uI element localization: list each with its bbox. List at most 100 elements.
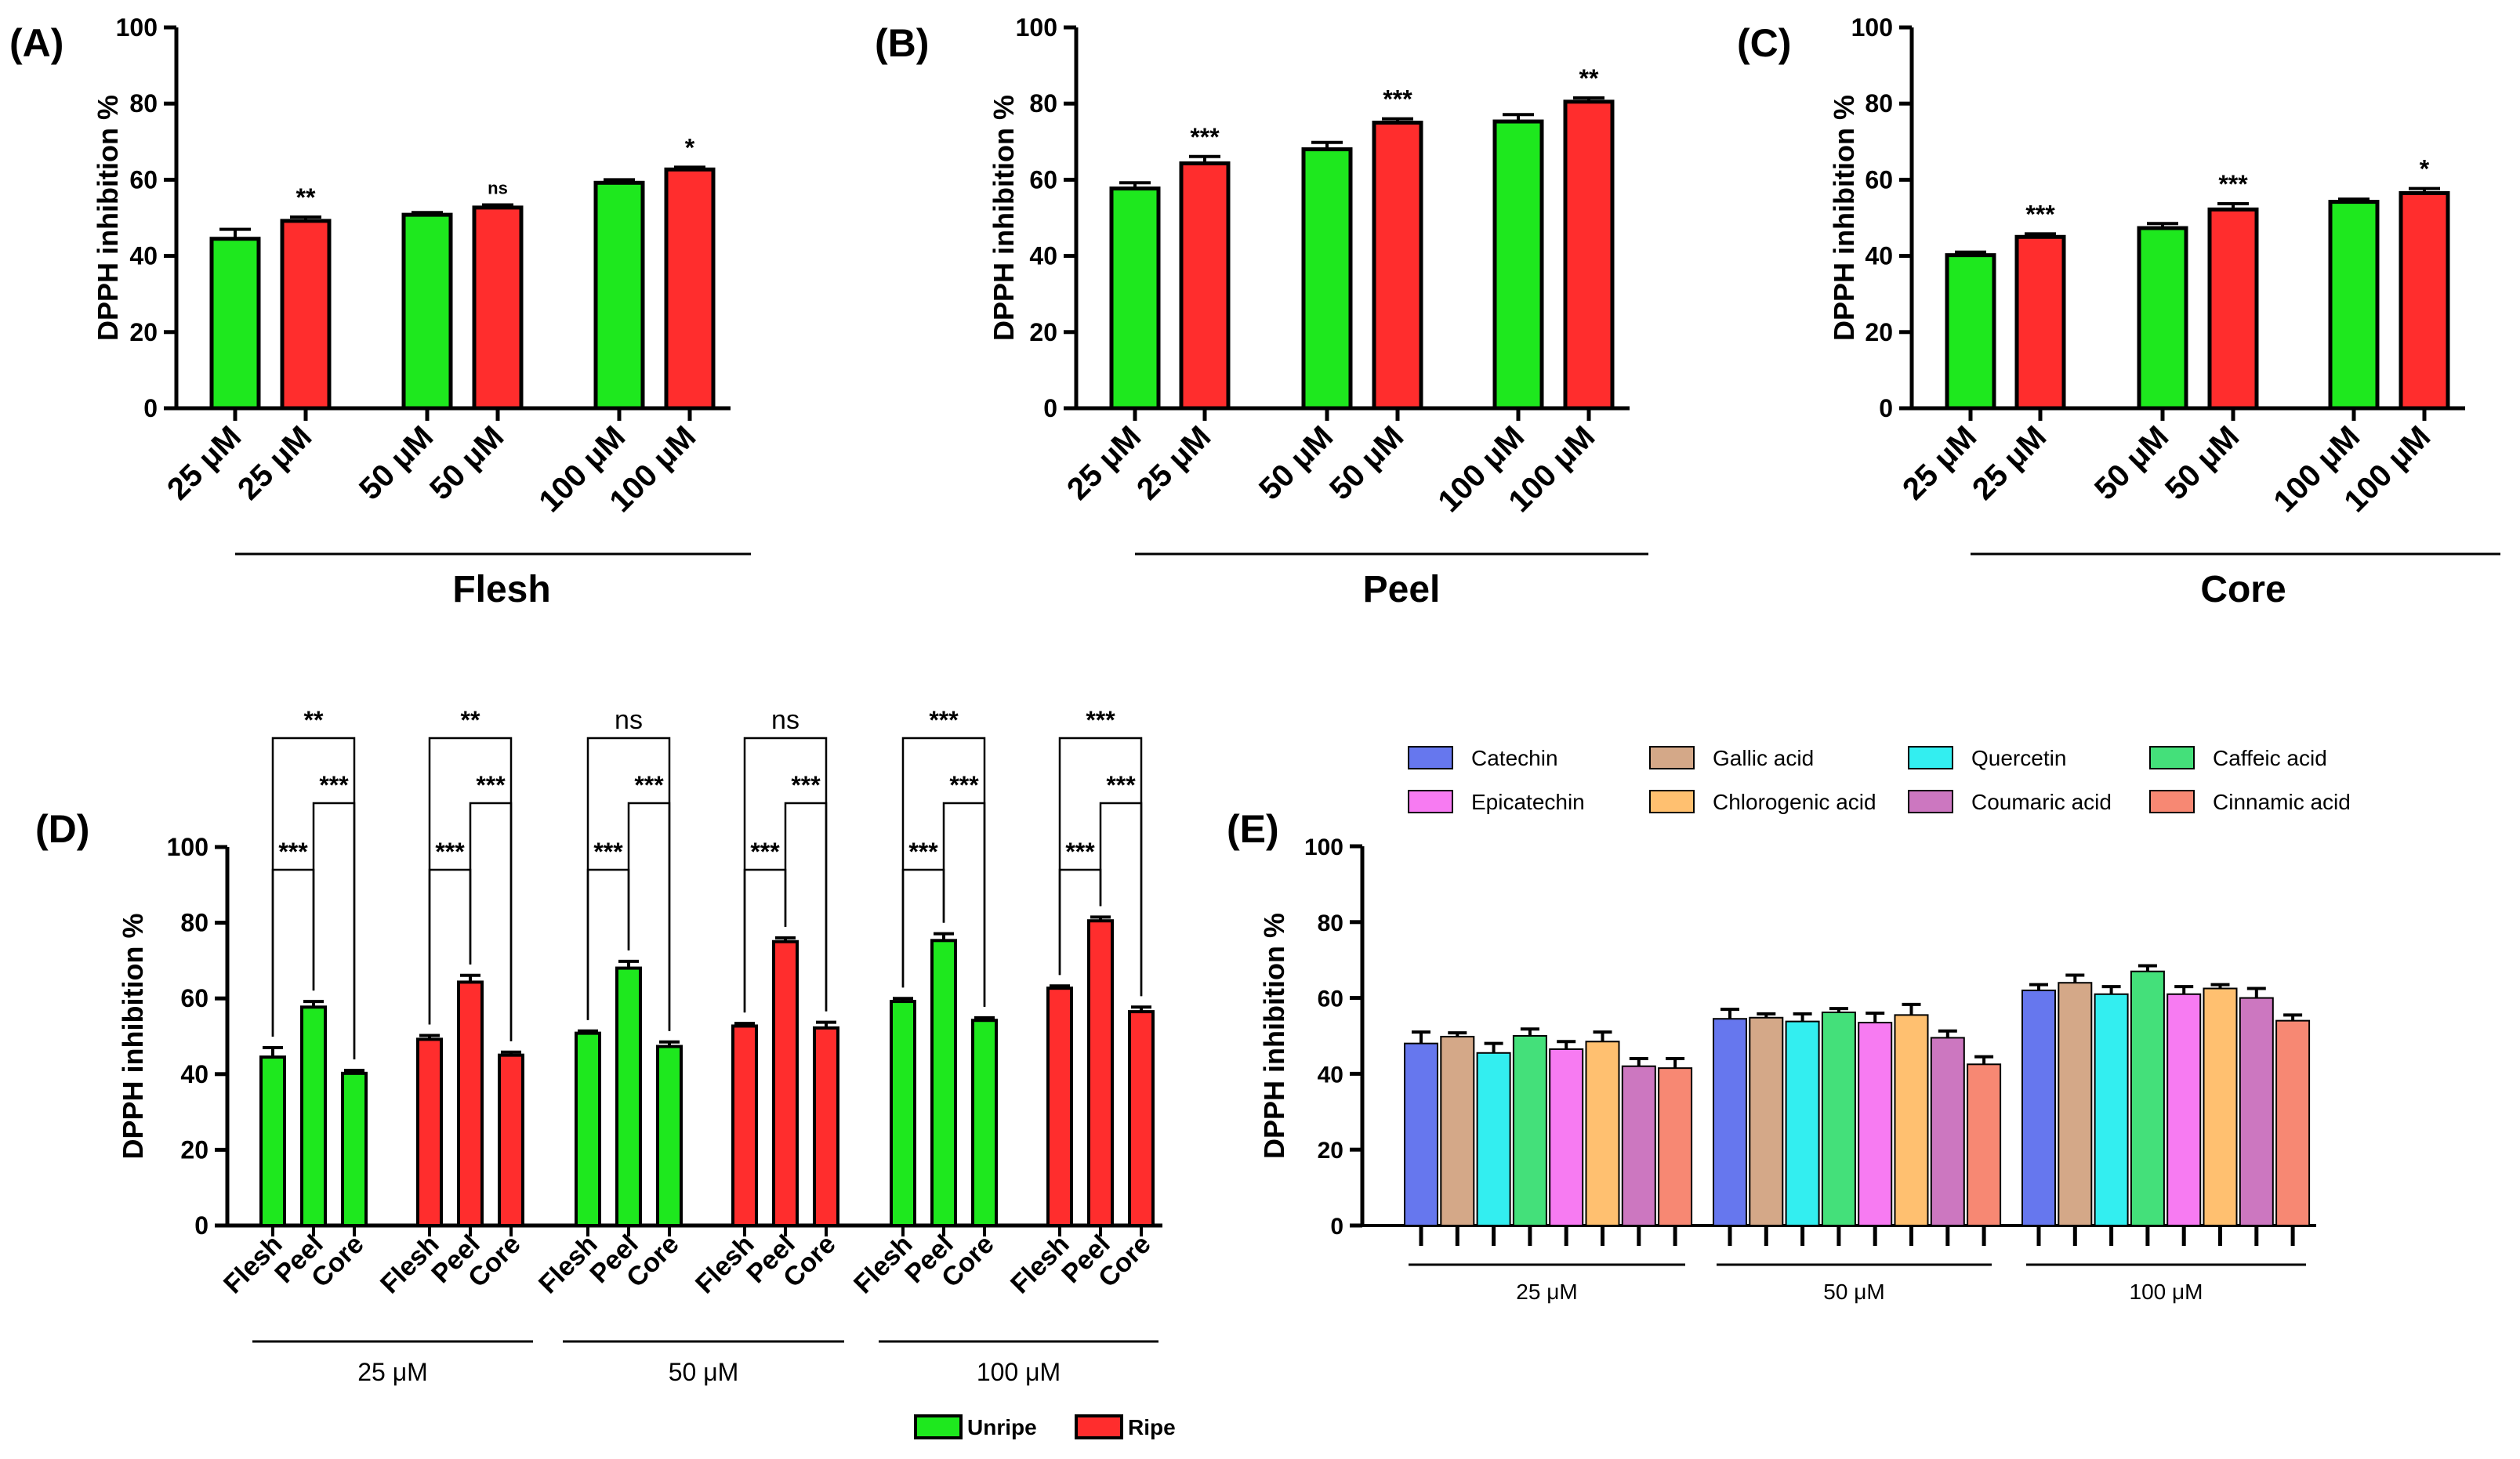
panel-d-bracket-flesh-core-line [271, 737, 356, 1059]
panel-c-error-bar [2217, 202, 2249, 210]
panel-d-bar [1128, 1010, 1155, 1227]
panel-d-error-bar [263, 1045, 283, 1058]
panel-e-error-bar [2246, 987, 2266, 998]
panel-b-error-bar [1503, 113, 1534, 122]
panel-e-bar [1658, 1067, 1693, 1227]
panel-e-bar [2094, 993, 2129, 1226]
panel-d-error-bar [816, 1020, 836, 1028]
panel-e-y-tick-label: 0 [1330, 1214, 1343, 1240]
panel-d-legend-label: Ripe [1128, 1415, 1176, 1439]
panel-e-legend-label: Quercetin [1971, 746, 2066, 770]
panel-e-legend-swatch [1649, 746, 1695, 769]
panel-e-legend-swatch [2149, 746, 2195, 769]
panel-c-bar [2399, 190, 2450, 411]
panel-e-bar [2166, 993, 2202, 1226]
panel-a-y-tick-label: 60 [129, 165, 158, 194]
panel-d-error-bar [893, 997, 913, 1002]
panel-d-bracket-flesh-core-label: ns [615, 705, 643, 735]
panel-d-error-bar [734, 1022, 755, 1026]
panel-d-y-tick-label: 100 [167, 833, 208, 861]
panel-e-error-bar [2137, 964, 2157, 972]
panel-c-y-tick-label: 40 [1865, 242, 1893, 270]
panel-d-bracket-flesh-core-label: *** [1086, 706, 1115, 734]
panel-c-significance: *** [2218, 170, 2248, 198]
panel-e-y-tick-label: 20 [1318, 1138, 1343, 1164]
panel-b-x-label: 50 μM [1323, 419, 1410, 506]
panel-d-error-bar [1050, 984, 1070, 989]
panel-e-error-bar [1448, 1031, 1467, 1037]
panel-b-x-label: 50 μM [1253, 419, 1340, 506]
panel-b-significance: ** [1579, 64, 1599, 92]
panel-e-error-bar [1629, 1057, 1648, 1066]
panel-d-bar [813, 1026, 839, 1228]
panel-d-bar [300, 1005, 327, 1227]
panel-d-bracket-flesh-peel-label: *** [593, 838, 623, 866]
panel-d-bar [498, 1053, 524, 1228]
panel-d-bar [731, 1024, 758, 1227]
panel-b-label: (B) [875, 21, 929, 65]
panel-a-x-label: 25 μM [231, 419, 318, 506]
panel-d-error-bar [934, 932, 954, 941]
panel-b-bar [1109, 186, 1161, 411]
panel-d-error-bar [303, 1000, 324, 1008]
panel-e-bar [1404, 1042, 1438, 1227]
panel-d-bar [341, 1071, 368, 1227]
panel-e-legend-swatch [1649, 790, 1695, 813]
panel-c-y-tick-label: 80 [1865, 89, 1893, 118]
panel-c-x-label: 50 μM [2159, 419, 2246, 506]
panel-e-bar [1549, 1048, 1584, 1226]
panel-d-error-bar [775, 936, 796, 942]
panel-d-bracket-flesh-core-line [901, 737, 986, 1007]
panel-d-error-bar [501, 1050, 521, 1055]
panel-e-legend-label: Catechin [1471, 746, 1558, 770]
panel-e-error-bar [1520, 1027, 1539, 1036]
panel-e-y-axis-label: DPPH inhibition % [1258, 913, 1290, 1159]
panel-e-error-bar [1866, 1011, 1885, 1023]
panel-a-significance: ns [488, 178, 508, 197]
panel-e-error-bar [1829, 1007, 1848, 1012]
panel-a-group-label: Flesh [452, 569, 550, 610]
panel-e-group-label: 25 μM [1516, 1280, 1577, 1304]
panel-c-significance: * [2420, 155, 2430, 183]
panel-a-significance: * [685, 133, 695, 161]
panel-b-bar [1372, 121, 1423, 411]
panel-e-legend-label: Gallic acid [1713, 746, 1814, 770]
panel-c-y-axis-label: DPPH inhibition % [1828, 95, 1860, 341]
panel-e-bar [2058, 982, 2093, 1226]
panel-e-error-bar [2029, 983, 2048, 990]
panel-a-bar [472, 205, 524, 411]
panel-d-group-label: 25 μM [357, 1358, 428, 1386]
panel-d-bracket-peel-core-label: *** [634, 771, 664, 799]
panel-e-error-bar [2174, 985, 2194, 994]
panel-b-significance: *** [1190, 123, 1220, 151]
panel-e-bar [2021, 989, 2056, 1227]
panel-d-bracket-flesh-core: ns [743, 705, 828, 1013]
panel-a-y-tick-label: 20 [129, 318, 158, 346]
panel-d-bracket-flesh-peel-label: *** [750, 838, 780, 866]
panel-e-y-tick-label: 60 [1318, 987, 1343, 1012]
panel-e-error-bar [1757, 1012, 1776, 1018]
panel-d-y-tick-label: 60 [180, 984, 208, 1012]
panel-a-x-label: 50 μM [423, 419, 510, 506]
panel-c-bar [2328, 200, 2380, 411]
panel-b-x-label: 25 μM [1130, 419, 1217, 506]
panel-e-error-bar [2283, 1013, 2303, 1021]
panel-e-error-bar [1902, 1002, 1921, 1016]
panel-d-y-axis-label: DPPH inhibition % [117, 914, 149, 1160]
panel-e-legend-swatch [2149, 790, 2195, 813]
panel-d-legend-label: Unripe [967, 1415, 1037, 1439]
panel-e-bar [1858, 1022, 1893, 1227]
panel-d-error-bar [460, 973, 480, 983]
panel-d-bar [575, 1031, 601, 1227]
panel-d-bracket-peel-core-label: *** [476, 771, 506, 799]
panel-a-bar [664, 167, 716, 411]
panel-c-y-tick-label: 100 [1851, 13, 1893, 42]
panel-a-error-bar [219, 227, 251, 239]
panel-d-bracket-flesh-peel-label: *** [1065, 838, 1095, 866]
panel-a-significance: ** [296, 183, 316, 212]
panel-c-error-bar [2025, 232, 2056, 237]
panel-b-y-tick-label: 80 [1029, 89, 1057, 118]
panel-d-group-label: 100 μM [977, 1358, 1061, 1386]
panel-b-y-tick-label: 60 [1029, 165, 1057, 194]
panel-d-y-tick-label: 40 [180, 1060, 208, 1088]
